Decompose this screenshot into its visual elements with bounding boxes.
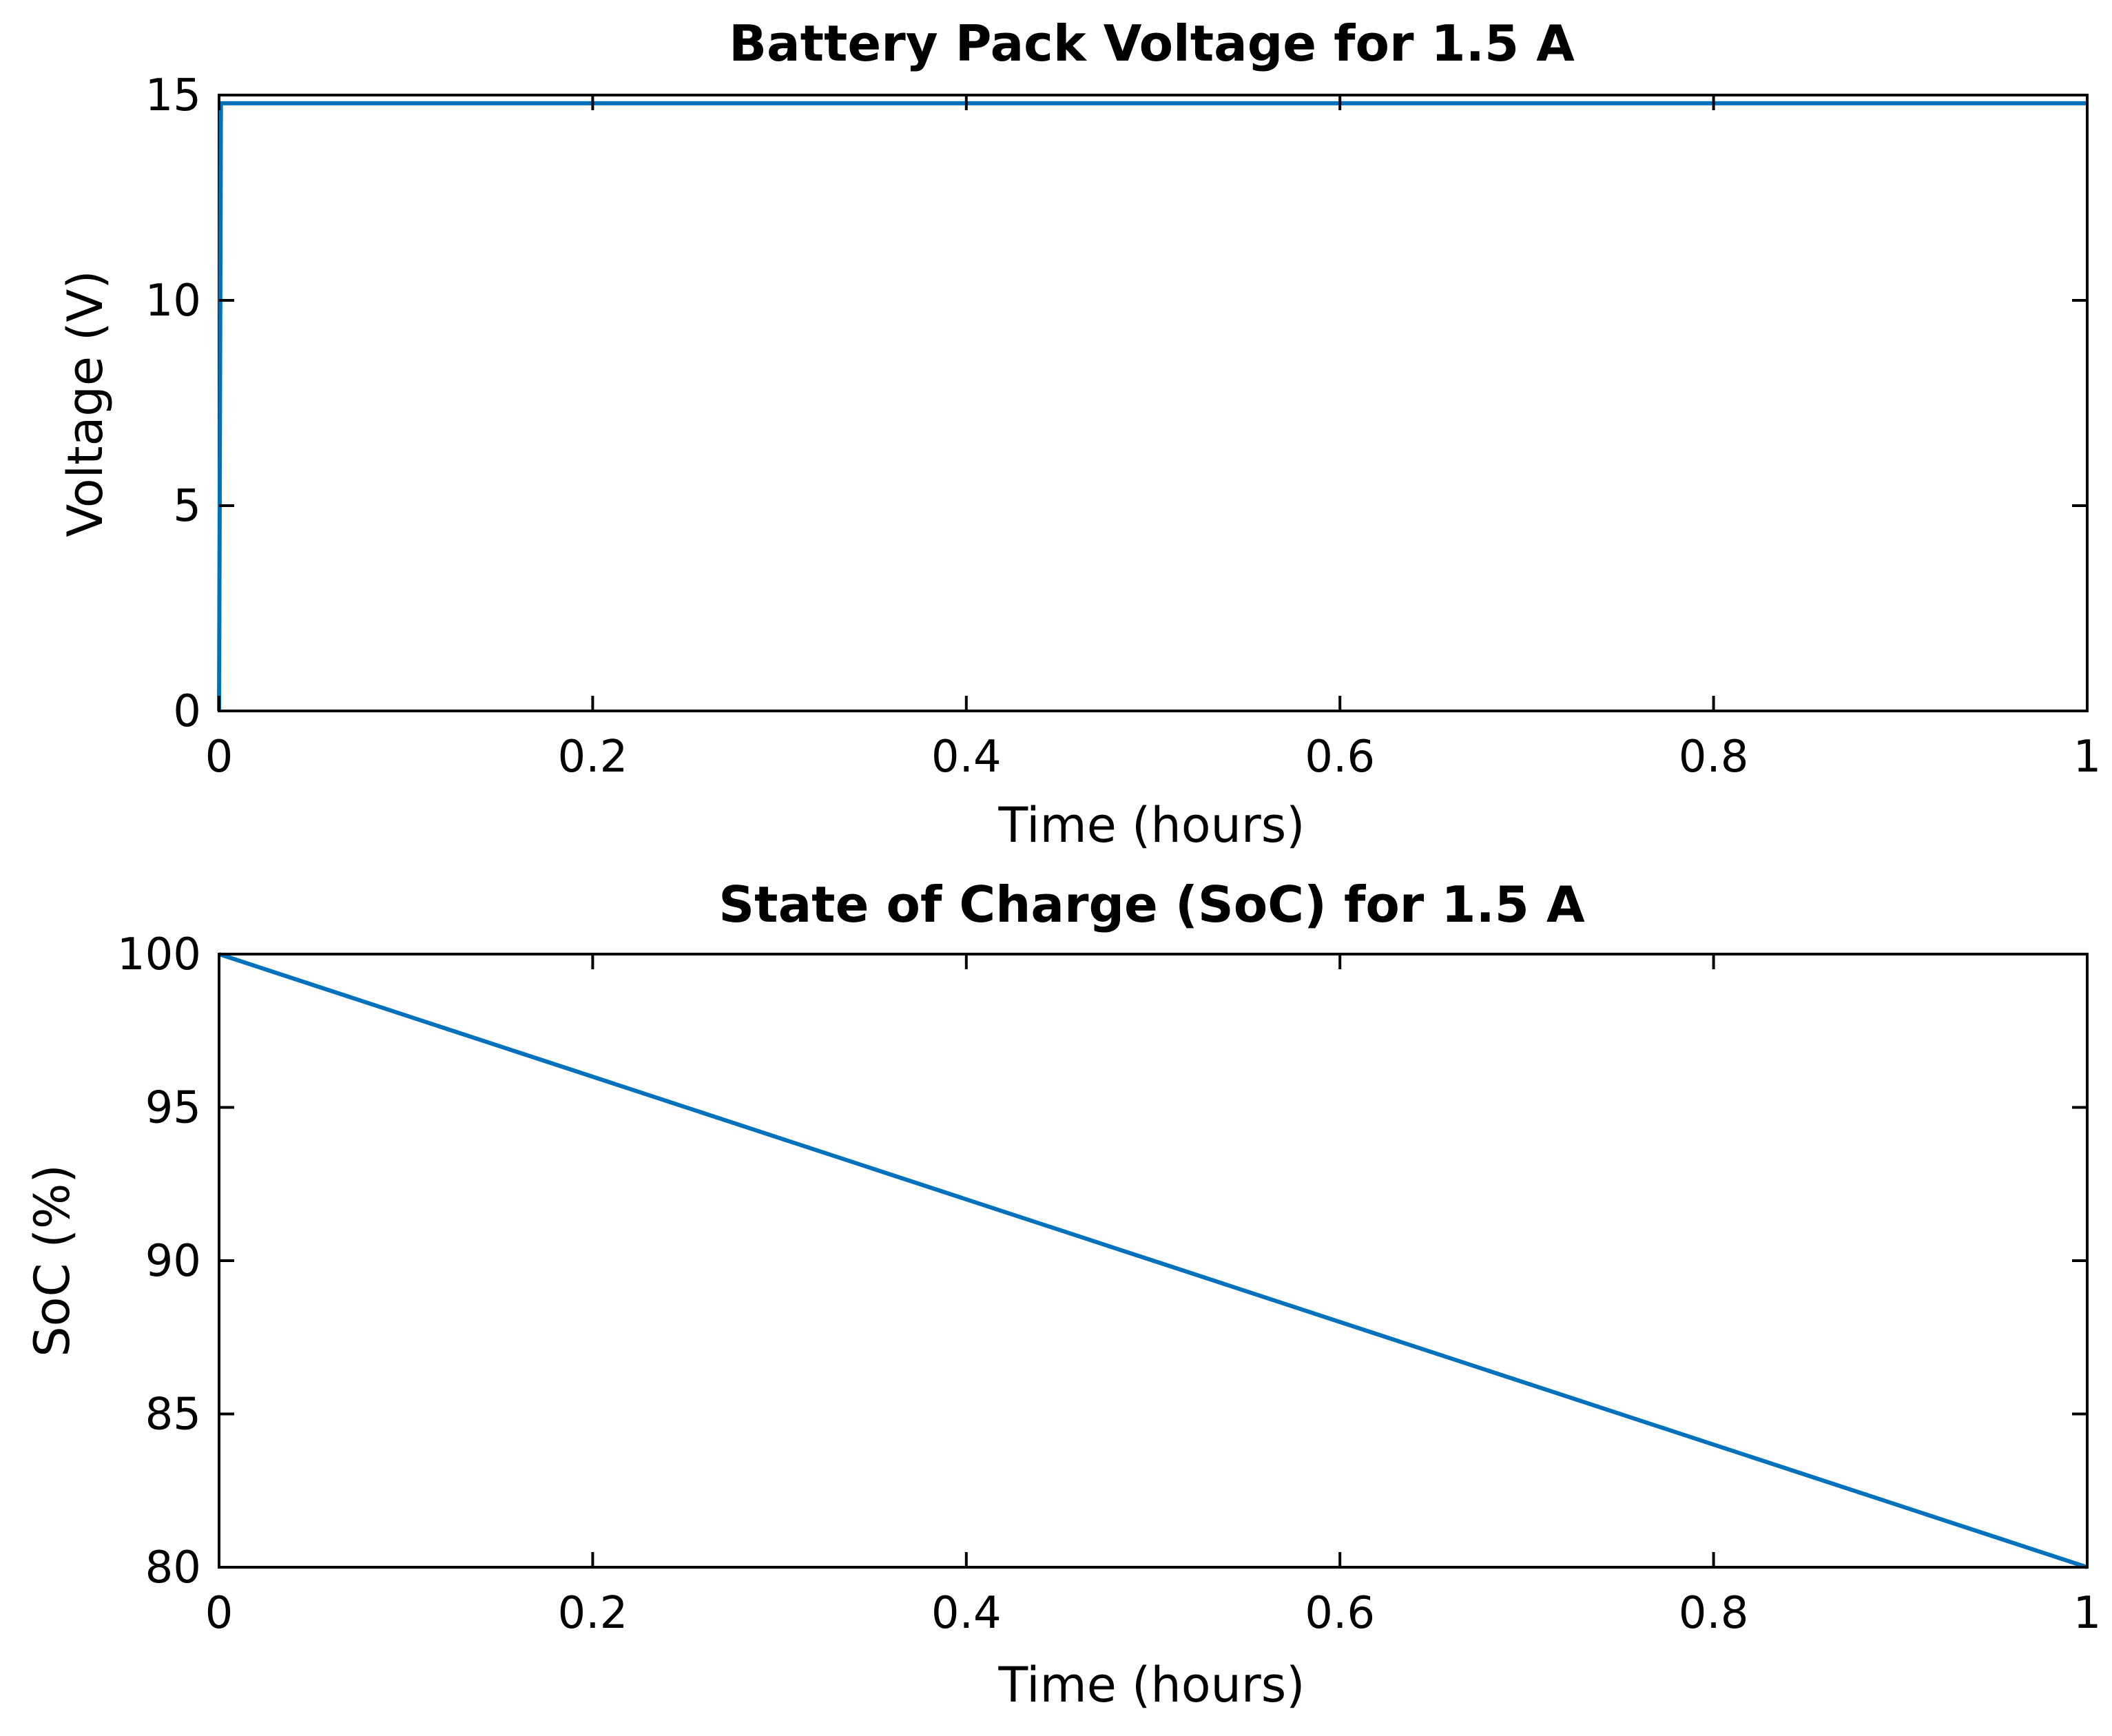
x-tick-label: 0.4: [931, 1588, 1002, 1639]
x-tick-label: 0.4: [931, 732, 1002, 783]
x-tick-label: 1: [2073, 1588, 2102, 1639]
y-tick-label: 90: [145, 1236, 201, 1287]
y-tick-label: 80: [145, 1542, 201, 1593]
y-axis-label: Voltage (V): [57, 270, 114, 537]
x-tick-label: 0.8: [1679, 732, 1749, 783]
x-tick-label: 0.2: [558, 732, 628, 783]
y-tick-label: 0: [173, 686, 201, 737]
voltage-chart: Battery Pack Voltage for 1.5 A Time (hou…: [57, 14, 2101, 854]
x-tick-label: 0.8: [1679, 1588, 1749, 1639]
x-axis-label: Time (hours): [998, 797, 1305, 854]
x-tick-label: 0.6: [1305, 732, 1375, 783]
y-tick-label: 10: [145, 276, 201, 327]
axes-box: [218, 94, 2089, 712]
chart-title: Battery Pack Voltage for 1.5 A: [729, 14, 1575, 72]
series-line-0: [217, 101, 2087, 712]
x-tick-label: 0.2: [558, 1588, 628, 1639]
y-tick-label: 5: [173, 481, 201, 532]
x-tick-label: 0: [205, 1588, 234, 1639]
plot-marks: 0 0.2 0.4 0.6 0.8 1 80 85 90 95 100: [117, 929, 2102, 1639]
x-tick-label: 0.6: [1305, 1588, 1375, 1639]
x-tick-label: 1: [2073, 732, 2102, 783]
y-tick-label: 100: [117, 929, 201, 980]
y-tick-label: 85: [145, 1389, 201, 1440]
y-tick-label: 95: [145, 1083, 201, 1134]
y-tick-label: 15: [145, 70, 201, 121]
soc-chart: State of Charge (SoC) for 1.5 A Time (ho…: [24, 876, 2101, 1713]
series-line-0: [218, 952, 2088, 1569]
x-axis-label: Time (hours): [998, 1657, 1305, 1713]
y-axis-label: SoC (%): [24, 1164, 81, 1357]
x-tick-label: 0: [205, 732, 234, 783]
chart-title: State of Charge (SoC) for 1.5 A: [718, 876, 1585, 933]
